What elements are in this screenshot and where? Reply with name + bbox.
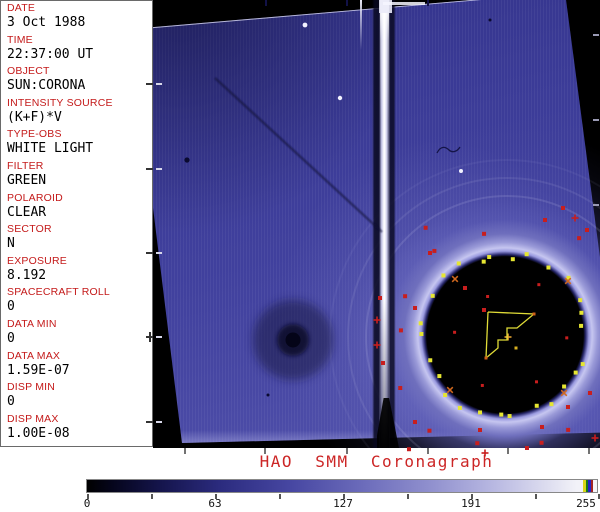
metadata-field: TIME 22:37:00 UT — [7, 35, 152, 67]
lut-annotation-stripe — [585, 480, 588, 492]
colorbar-tick-label: 63 — [208, 497, 222, 510]
lut-annotation-stripe — [588, 480, 591, 492]
colorbar-tick — [407, 494, 409, 499]
metadata-value: GREEN — [7, 172, 47, 188]
colorbar-tick — [535, 494, 537, 499]
metadata-label: OBJECT — [7, 66, 50, 78]
colorbar-tick — [471, 494, 473, 499]
metadata-value: WHITE LIGHT — [7, 141, 94, 157]
lut-annotation-stripe — [590, 480, 593, 492]
colorbar-tick — [598, 494, 600, 499]
metadata-field: SPACECRAFT ROLL 0 — [7, 287, 152, 319]
metadata-value: 1.59E-07 — [7, 362, 70, 378]
colorbar-tick — [215, 494, 217, 499]
edge-artifact-line — [360, 0, 362, 50]
metadata-value: 0 — [7, 330, 15, 346]
metadata-label: DATA MIN — [7, 318, 57, 330]
pylon-highlight — [380, 0, 389, 448]
image-viewport — [153, 0, 600, 448]
metadata-label: POLAROID — [7, 192, 63, 204]
metadata-field: DATE 3 Oct 1988 — [7, 3, 152, 35]
colorbar-tick — [343, 494, 345, 499]
metadata-value: N — [7, 236, 15, 252]
metadata-field: EXPOSURE 8.192 — [7, 256, 152, 288]
metadata-field: OBJECT SUN:CORONA — [7, 66, 152, 98]
metadata-label: DATE — [7, 3, 36, 14]
metadata-label: DISP MIN — [7, 382, 56, 394]
metadata-field: DATA MAX 1.59E-07 — [7, 351, 152, 383]
metadata-label: EXPOSURE — [7, 255, 67, 267]
metadata-field: SECTOR N — [7, 224, 152, 256]
metadata-label: FILTER — [7, 160, 44, 172]
metadata-label: SPACECRAFT ROLL — [7, 287, 110, 299]
metadata-value: 8.192 — [7, 267, 47, 283]
colorbar-tick — [151, 494, 153, 499]
metadata-field: DISP MAX 1.00E-08 — [7, 414, 152, 446]
metadata-sidebar: DATE 3 Oct 1988 TIME 22:37:00 UT OBJECT SUN:C… — [0, 0, 153, 447]
metadata-label: DISP MAX — [7, 413, 59, 425]
colorbar-tick-label: 255 — [576, 497, 596, 510]
colorbar-tick — [87, 494, 89, 499]
metadata-value: 0 — [7, 299, 15, 315]
metadata-value: CLEAR — [7, 204, 47, 220]
pylon-top-segment — [383, 2, 425, 5]
metadata-value: 0 — [7, 394, 15, 410]
metadata-label: DATA MAX — [7, 350, 61, 362]
metadata-value: SUN:CORONA — [7, 78, 86, 94]
lut-annotation-stripe — [583, 480, 586, 492]
metadata-value: 22:37:00 UT — [7, 46, 94, 62]
colorbar-tick-label: 191 — [461, 497, 481, 510]
metadata-field: FILTER GREEN — [7, 161, 152, 193]
metadata-label: TYPE-OBS — [7, 129, 62, 141]
colorbar-tick — [279, 494, 281, 499]
colorbar-tick-label: 127 — [333, 497, 353, 510]
metadata-label: TIME — [7, 34, 33, 46]
metadata-field: TYPE-OBS WHITE LIGHT — [7, 129, 152, 161]
metadata-value: 1.00E-08 — [7, 425, 70, 441]
metadata-field: INTENSITY SOURCE (K+F)*V — [7, 98, 152, 130]
metadata-value: 3 Oct 1988 — [7, 15, 86, 30]
colorbar-tick-label: 0 — [83, 497, 91, 510]
metadata-label: SECTOR — [7, 224, 52, 236]
metadata-field: DATA MIN 0 — [7, 319, 152, 351]
metadata-field: DISP MIN 0 — [7, 382, 152, 414]
metadata-label: INTENSITY SOURCE — [7, 97, 113, 109]
metadata-field: POLAROID CLEAR — [7, 193, 152, 225]
metadata-value: (K+F)*V — [7, 109, 62, 125]
image-title: HAO SMM Coronagraph — [259, 452, 494, 471]
intensity-colorbar — [86, 479, 598, 493]
